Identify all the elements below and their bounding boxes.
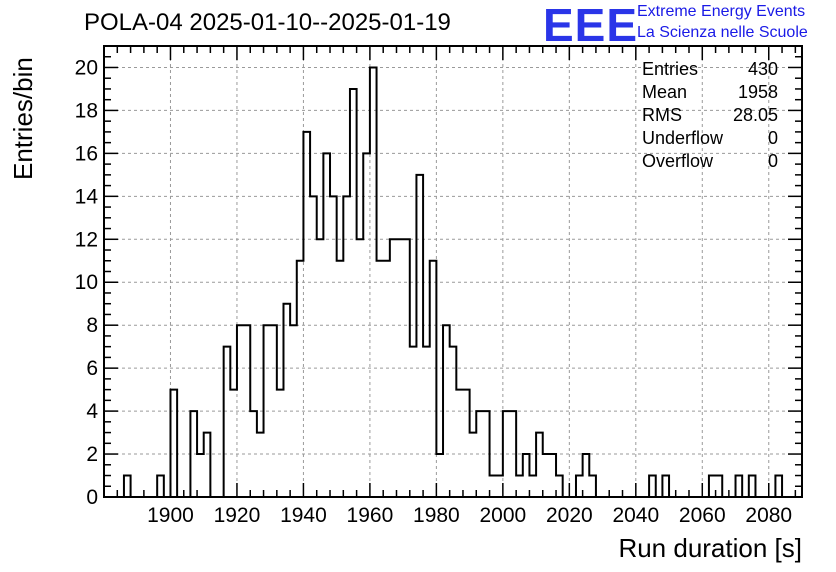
y-tick-label: 18 <box>75 99 98 122</box>
stats-row-underflow: Underflow 0 <box>642 128 778 151</box>
y-tick-label: 0 <box>86 486 98 509</box>
stats-key: Mean <box>642 82 688 102</box>
stats-value: 0 <box>767 151 778 171</box>
stats-key: Underflow <box>642 128 724 148</box>
y-tick-label: 6 <box>86 357 98 380</box>
stats-value: 28.05 <box>732 105 778 125</box>
logo-text-line2: La Scienza nelle Scuole <box>637 24 808 41</box>
tick-labels: 1900 1920 1940 1960 1980 2000 2020 2040 2060 2080… <box>75 56 792 527</box>
eee-logo-mark: EEE <box>543 0 639 51</box>
stats-value: 1958 <box>737 82 778 102</box>
histogram-outline <box>104 66 802 498</box>
chart-title: POLA-04 2025-01-10--2025-01-19 <box>84 9 451 36</box>
y-tick-label: 2 <box>86 443 98 466</box>
y-tick-label: 16 <box>75 142 98 165</box>
x-axis-label: Run duration [s] <box>618 533 802 563</box>
y-tick-label: 4 <box>86 400 98 423</box>
stats-row-entries: Entries 430 <box>642 59 778 82</box>
stats-box: Entries 430 Mean 1958 RMS 28.05 Underflo… <box>642 59 778 174</box>
x-tick-label: 2020 <box>546 504 593 527</box>
y-tick-label: 14 <box>75 185 99 208</box>
x-tick-label: 2080 <box>745 504 792 527</box>
stats-row-rms: RMS 28.05 <box>642 105 778 128</box>
y-axis-label: Entries/bin <box>8 57 38 180</box>
stats-key: Overflow <box>642 151 714 171</box>
x-tick-label: 2040 <box>612 504 659 527</box>
x-tick-label: 2060 <box>679 504 726 527</box>
x-tick-label: 1940 <box>280 504 327 527</box>
y-tick-label: 12 <box>75 228 98 251</box>
axis-ticks <box>103 45 802 498</box>
x-tick-label: 1980 <box>413 504 460 527</box>
stats-key: RMS <box>642 105 682 125</box>
y-tick-label: 20 <box>75 56 98 79</box>
grid-lines <box>104 46 802 497</box>
y-tick-label: 10 <box>75 271 98 294</box>
stats-key: Entries <box>642 59 699 79</box>
stats-row-overflow: Overflow 0 <box>642 151 778 174</box>
stats-row-mean: Mean 1958 <box>642 82 778 105</box>
stats-value: 430 <box>747 59 778 79</box>
x-tick-label: 1960 <box>347 504 394 527</box>
x-tick-label: 1920 <box>214 504 261 527</box>
x-tick-label: 2000 <box>479 504 526 527</box>
x-tick-label: 1900 <box>147 504 194 527</box>
y-tick-label: 8 <box>86 314 98 337</box>
stats-value: 0 <box>767 128 778 148</box>
logo-text-line1: Extreme Energy Events <box>637 3 806 20</box>
